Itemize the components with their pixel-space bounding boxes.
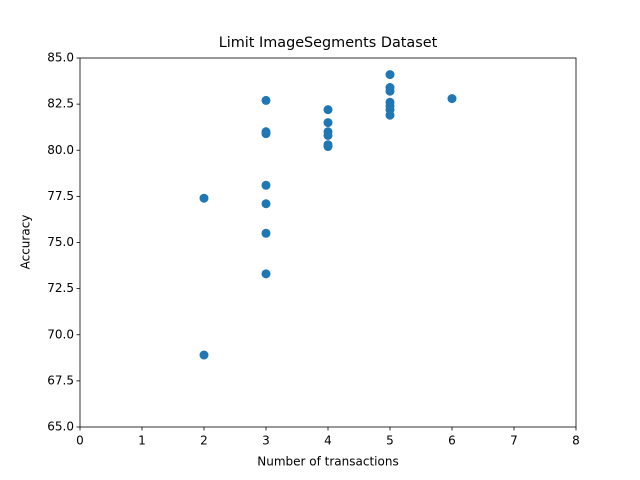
scatter-point <box>199 350 209 360</box>
y-tick-label: 80.0 <box>47 143 74 157</box>
scatter-point <box>323 130 333 140</box>
scatter-point <box>261 228 271 238</box>
scatter-point <box>447 94 457 104</box>
chart-title: Limit ImageSegments Dataset <box>219 35 438 51</box>
scatter-point <box>261 199 271 209</box>
scatter-point <box>323 142 333 152</box>
scatter-point <box>323 105 333 115</box>
y-tick-label: 67.5 <box>47 373 74 387</box>
x-tick-label: 4 <box>324 434 332 448</box>
x-tick-label: 8 <box>572 434 580 448</box>
x-tick-label: 7 <box>510 434 518 448</box>
scatter-point <box>261 180 271 190</box>
scatter-point <box>323 118 333 128</box>
scatter-point <box>261 129 271 139</box>
scatter-point <box>261 95 271 105</box>
x-tick-label: 6 <box>448 434 456 448</box>
y-tick-label: 85.0 <box>47 51 74 65</box>
scatter-point <box>261 269 271 279</box>
x-tick-label: 2 <box>200 434 208 448</box>
y-axis-label: Accuracy <box>19 215 33 270</box>
scatter-point <box>385 70 395 80</box>
scatter-point <box>385 86 395 96</box>
y-tick-label: 75.0 <box>47 235 74 249</box>
y-tick-label: 77.5 <box>47 189 74 203</box>
y-tick-label: 72.5 <box>47 281 74 295</box>
y-tick-label: 65.0 <box>47 420 74 434</box>
scatter-point <box>199 193 209 203</box>
scatter-point <box>385 110 395 120</box>
x-axis-label: Number of transactions <box>257 455 398 469</box>
x-tick-label: 1 <box>138 434 146 448</box>
x-tick-label: 5 <box>386 434 394 448</box>
x-tick-label: 0 <box>76 434 84 448</box>
y-tick-label: 70.0 <box>47 327 74 341</box>
y-tick-label: 82.5 <box>47 97 74 111</box>
x-tick-label: 3 <box>262 434 270 448</box>
